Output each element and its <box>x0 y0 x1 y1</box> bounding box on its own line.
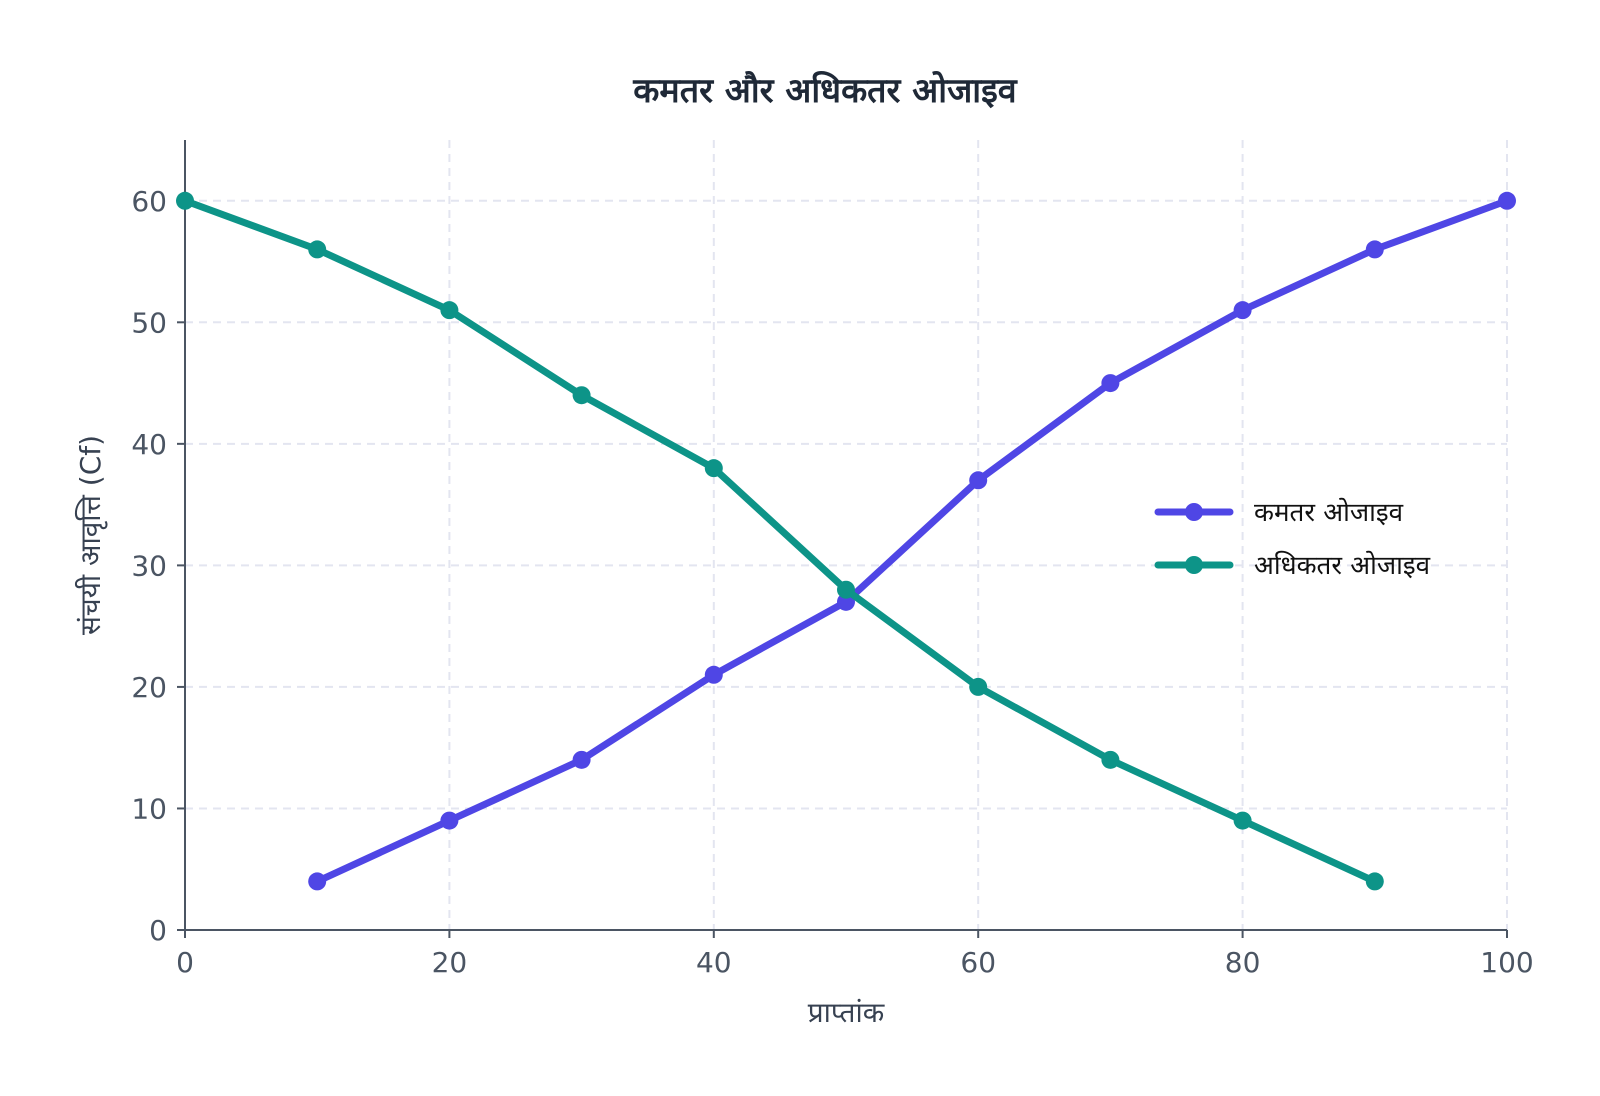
y-tick-label: 40 <box>131 428 167 461</box>
data-point <box>308 240 327 259</box>
legend-label: अधिकतर ओजाइव <box>1254 550 1431 581</box>
data-point <box>176 191 194 210</box>
data-point <box>308 872 327 891</box>
legend-label: कमतर ओजाइव <box>1254 497 1404 528</box>
grid <box>185 140 1508 930</box>
series-1 <box>308 191 1516 891</box>
legend-swatch-marker <box>1185 556 1203 574</box>
y-tick-label: 30 <box>131 549 167 582</box>
data-point <box>1101 374 1120 393</box>
y-tick-label: 60 <box>131 185 167 218</box>
data-point <box>837 580 855 599</box>
x-axis-label: प्राप्तांक <box>808 996 885 1029</box>
tick-labels: 0 20 40 60 80 100 0 10 20 30 40 50 60 <box>131 185 1533 979</box>
x-tick-label: 20 <box>432 946 468 979</box>
series-line <box>181 197 1379 885</box>
x-tick-label: 80 <box>1225 946 1261 979</box>
data-point <box>1233 301 1252 320</box>
data-point <box>969 471 988 490</box>
x-tick-label: 40 <box>696 946 732 979</box>
legend-swatch-marker <box>1185 503 1203 521</box>
legend: कमतर ओजाइव अधिकतर ओजाइव <box>1154 497 1431 581</box>
y-tick-label: 0 <box>149 914 167 947</box>
data-point <box>704 665 723 684</box>
data-point <box>572 386 591 405</box>
data-point <box>572 750 591 769</box>
series-2 <box>176 191 1384 891</box>
legend-item: कमतर ओजाइव <box>1154 497 1404 528</box>
y-tick-label: 20 <box>131 671 167 704</box>
x-tick-label: 0 <box>176 946 194 979</box>
data-point <box>1101 750 1120 769</box>
y-tick-label: 10 <box>131 792 167 825</box>
data-point <box>1233 811 1252 830</box>
data-point <box>1365 240 1384 259</box>
y-tick-label: 50 <box>131 306 167 339</box>
data-point <box>440 811 459 830</box>
series <box>176 191 1516 891</box>
axes <box>184 140 1507 931</box>
chart-title: कमतर और अधिकतर ओजाइव <box>632 70 1018 111</box>
x-tick-label: 100 <box>1480 946 1533 979</box>
data-point <box>440 301 459 320</box>
data-point <box>704 459 723 478</box>
legend-item: अधिकतर ओजाइव <box>1154 550 1431 581</box>
data-point <box>1498 191 1516 210</box>
data-point <box>969 677 988 696</box>
data-point <box>1365 872 1384 891</box>
series-line <box>313 197 1511 885</box>
y-axis-label: संचयी आवृत्ति (Cf) <box>74 435 108 635</box>
x-tick-label: 60 <box>960 946 996 979</box>
